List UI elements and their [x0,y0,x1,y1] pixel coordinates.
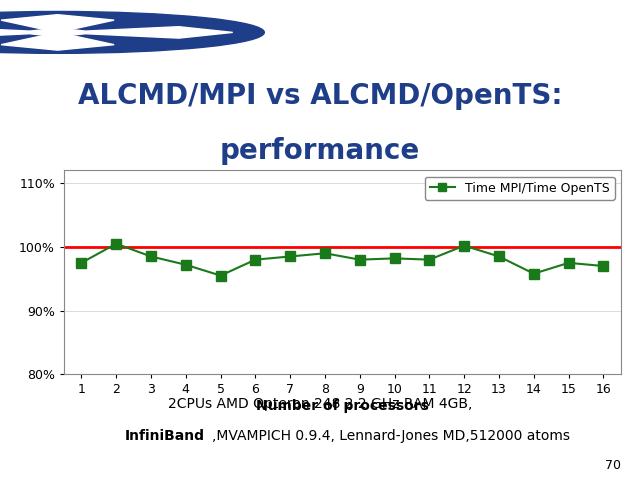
Circle shape [0,8,301,57]
Legend: Time MPI/Time OpenTS: Time MPI/Time OpenTS [425,177,614,200]
Polygon shape [0,27,58,38]
Text: ALCMD/MPI vs ALCMD/OpenTS:: ALCMD/MPI vs ALCMD/OpenTS: [77,83,563,110]
Circle shape [28,29,87,36]
Text: 2CPUs AMD Opteron 248 2.2 GHz RAM 4GB,: 2CPUs AMD Opteron 248 2.2 GHz RAM 4GB, [168,397,472,411]
X-axis label: Number of processors: Number of processors [256,399,429,413]
Polygon shape [58,27,233,38]
Text: InfiniBand: InfiniBand [125,429,205,443]
Text: ,MVAMPICH 0.9.4, Lennard-Jones MD,512000 atoms: ,MVAMPICH 0.9.4, Lennard-Jones MD,512000… [212,429,570,443]
Polygon shape [1,33,114,50]
Text: performance: performance [220,137,420,166]
Text: Open TS: an advanced tool for parallel and distributed computing.: Open TS: an advanced tool for parallel a… [109,26,550,39]
Circle shape [0,12,264,53]
Polygon shape [1,15,114,33]
Text: InfiniBand,MVAMPICH 0.9.4, Lennard-Jones MD,512000 atoms: InfiniBand,MVAMPICH 0.9.4, Lennard-Jones… [106,429,534,443]
Text: 70: 70 [605,458,621,471]
